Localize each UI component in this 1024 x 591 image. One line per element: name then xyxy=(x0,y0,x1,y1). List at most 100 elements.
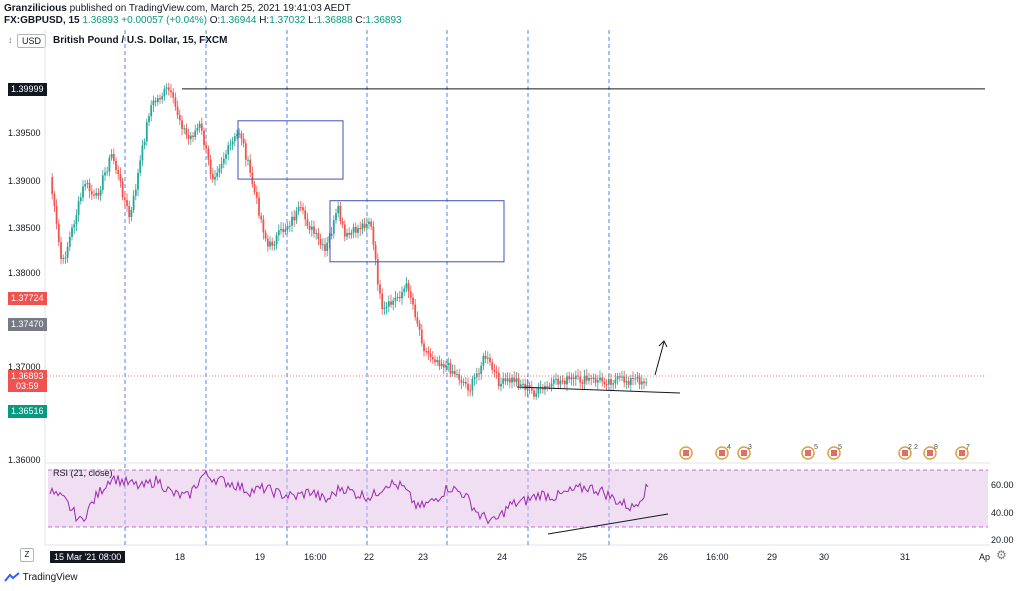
candle-body xyxy=(244,143,247,160)
candle-body xyxy=(93,194,95,196)
candle-body xyxy=(332,220,335,234)
candle-body xyxy=(132,195,135,210)
candle-body xyxy=(449,363,452,374)
candle-body xyxy=(495,371,498,373)
candle-body xyxy=(552,379,555,384)
candle-body xyxy=(79,197,82,202)
time-label: 31 xyxy=(900,552,911,562)
candle-body xyxy=(262,219,265,233)
candle-body xyxy=(253,184,256,193)
candle-body xyxy=(482,355,485,366)
candle-body xyxy=(293,216,296,221)
candle-body xyxy=(621,376,623,378)
publish-info: Granzilicious published on TradingView.c… xyxy=(4,3,351,14)
candle-body xyxy=(471,378,474,391)
candle-body xyxy=(194,130,197,138)
time-start-tag: 15 Mar '21 08:00 xyxy=(50,551,126,563)
price-change: +0.00057 (+0.04%) xyxy=(121,15,207,26)
candle-body xyxy=(306,219,309,226)
time-label: Ap xyxy=(979,552,991,562)
candle-body xyxy=(348,232,351,235)
candle-body xyxy=(376,259,379,285)
tradingview-brand[interactable]: TradingView xyxy=(4,572,78,583)
candle-body xyxy=(346,232,348,237)
publish-date: published on TradingView.com, March 25, … xyxy=(69,3,351,14)
candle-body xyxy=(233,136,236,142)
zoom-button[interactable]: Z xyxy=(20,548,34,562)
candle-body xyxy=(616,376,619,380)
flag-glyph-icon xyxy=(902,450,908,456)
candle-body xyxy=(134,189,137,196)
candle-body xyxy=(286,226,289,230)
candle-body xyxy=(108,157,111,172)
candle-body xyxy=(163,88,166,97)
gear-icon[interactable]: ⚙ xyxy=(996,548,1007,562)
instrument-title: British Pound / U.S. Dollar, 15, FXCM xyxy=(53,35,228,46)
tradingview-logo-icon xyxy=(4,572,20,582)
candle-body xyxy=(583,375,586,384)
candle-body xyxy=(572,377,575,380)
high-label: H: xyxy=(259,15,270,26)
candle-body xyxy=(117,170,120,175)
candle-body xyxy=(418,323,421,330)
candle-body xyxy=(53,194,56,207)
candle-body xyxy=(174,97,177,107)
rsi-level-20: 20.00 xyxy=(991,535,1014,545)
candle-body xyxy=(148,116,150,123)
close-value: 1.36893 xyxy=(365,15,402,26)
brand-name: TradingView xyxy=(22,572,78,583)
currency-button[interactable]: USD xyxy=(17,34,47,48)
open-value: 1.36944 xyxy=(220,15,257,26)
candle-body xyxy=(594,377,597,383)
price-label-1.36000: 1.36000 xyxy=(8,455,41,465)
candle-body xyxy=(220,163,223,169)
open-label: O: xyxy=(209,15,221,26)
green-price-tag: 1.36516 xyxy=(8,405,47,418)
candle-body xyxy=(438,360,441,367)
candle-body xyxy=(603,381,606,385)
candle-body xyxy=(427,351,430,354)
candle-body xyxy=(398,296,401,299)
candle-body xyxy=(60,242,62,260)
candle-body xyxy=(522,383,524,385)
candle-body xyxy=(104,172,106,176)
candle-body xyxy=(280,228,282,231)
rsi-band xyxy=(48,469,988,528)
candle-body xyxy=(372,226,375,245)
candle-body xyxy=(251,172,254,185)
candle-body xyxy=(66,246,69,258)
candle-body xyxy=(493,369,496,372)
rsi-divergence-line xyxy=(547,513,669,535)
candle-body xyxy=(370,221,373,227)
scale-arrow-icon[interactable]: ↕ xyxy=(8,35,13,45)
current-price: 1.36893 xyxy=(11,371,44,381)
candle-body xyxy=(634,378,637,380)
candle-body xyxy=(189,135,192,139)
candle-body xyxy=(548,386,551,388)
candle-body xyxy=(423,343,425,352)
candle-body xyxy=(152,100,155,106)
candle-body xyxy=(605,384,608,386)
candle-body xyxy=(288,225,291,227)
low-value: 1.36888 xyxy=(316,15,353,26)
close-label: C: xyxy=(355,15,366,26)
candle-body xyxy=(240,133,243,139)
candle-body xyxy=(407,283,410,292)
candle-body xyxy=(225,154,227,159)
candle-body xyxy=(231,141,234,145)
candle-body xyxy=(387,301,390,307)
candle-body xyxy=(627,381,630,385)
candle-body xyxy=(297,207,300,212)
candle-body xyxy=(535,393,538,397)
candle-body xyxy=(590,378,593,380)
candle-body xyxy=(508,378,511,383)
event-count: 5 xyxy=(838,444,842,451)
candle-body xyxy=(154,100,157,103)
candle-body xyxy=(537,387,540,394)
candle-body xyxy=(82,186,84,198)
symbol-label: FX:GBPUSD, 15 xyxy=(4,15,80,26)
candle-body xyxy=(557,378,560,385)
candle-body xyxy=(607,379,610,385)
author-name[interactable]: Granzilicious xyxy=(4,3,67,14)
